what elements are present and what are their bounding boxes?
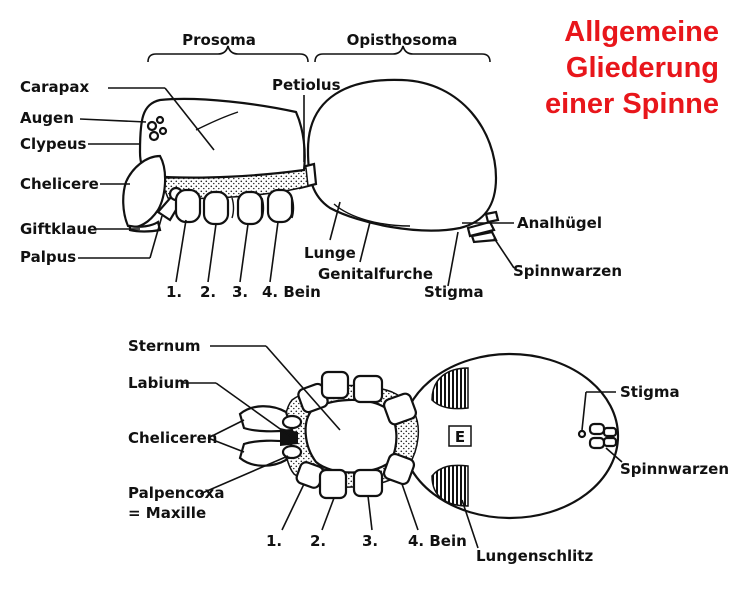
label-side-leg-1: 1. xyxy=(166,283,182,301)
spinneret-v-1 xyxy=(588,422,606,436)
diagram-title: Allgemeine Gliederung einer Spinne xyxy=(545,14,719,122)
label-clypeus: Clypeus xyxy=(20,135,87,153)
prosoma-brace xyxy=(147,45,309,63)
spinneret-v-4 xyxy=(602,436,618,448)
eye-4 xyxy=(158,126,168,136)
leader-leg-3 xyxy=(239,223,249,283)
leader-labium-b xyxy=(215,382,291,437)
label-chelicere: Chelicere xyxy=(20,175,99,193)
label-stigma-ventral: Stigma xyxy=(620,383,680,401)
leg-coxa-4 xyxy=(266,188,294,224)
epigyne-mark: E xyxy=(455,428,465,446)
palpencoxa-lower xyxy=(281,444,303,460)
leader-spinnwarzen-side xyxy=(493,237,515,269)
eye-1 xyxy=(146,120,158,132)
leader-v-leg-2 xyxy=(321,497,335,531)
epigyne xyxy=(448,425,472,447)
book-lung-lower xyxy=(431,464,469,507)
label-palpus: Palpus xyxy=(20,248,76,266)
spinneret-v-2 xyxy=(588,436,606,450)
leader-palpencoxa xyxy=(199,455,289,495)
leader-lungenschlitz xyxy=(461,499,479,549)
leader-stigma-ventral-b xyxy=(581,391,587,431)
leg-coxa-2 xyxy=(202,190,230,226)
side-view: Prosoma Opisthosoma xyxy=(20,31,622,301)
coxa-v-upper-3 xyxy=(352,374,384,404)
palpencoxa-upper xyxy=(281,414,303,430)
leader-cheliceren-a xyxy=(207,419,245,439)
spinnerets-ventral xyxy=(588,422,618,450)
leader-lunge xyxy=(329,201,341,241)
coxa-v-upper-4 xyxy=(382,392,418,426)
abdomen-ventral xyxy=(400,352,620,520)
label-ventral-leg-4: 4. Bein xyxy=(408,532,467,550)
leader-spinnwarzen-ventral xyxy=(605,447,623,463)
leader-v-leg-3 xyxy=(367,495,373,531)
anal-tubercle-side xyxy=(484,210,500,224)
coxa-v-lower-3 xyxy=(352,468,384,498)
sternum-ventral xyxy=(304,398,398,474)
leg-coxa-3 xyxy=(236,190,264,226)
label-maxille: = Maxille xyxy=(128,504,206,522)
label-cheliceren: Cheliceren xyxy=(128,429,217,447)
label-sternum: Sternum xyxy=(128,337,201,355)
label-petiolus: Petiolus xyxy=(272,76,341,94)
label-side-leg-4: 4. Bein xyxy=(262,283,321,301)
title-line-1: Allgemeine xyxy=(564,16,719,48)
label-lungenschlitz: Lungenschlitz xyxy=(476,547,593,565)
label-stigma-side: Stigma xyxy=(424,283,484,301)
opisthosoma-label: Opisthosoma xyxy=(347,31,458,49)
label-giftklaue: Giftklaue xyxy=(20,220,97,238)
leader-leg-1 xyxy=(175,219,187,283)
leg-coxa-1 xyxy=(174,188,202,224)
title-line-2: Gliederung xyxy=(565,52,719,84)
label-labium: Labium xyxy=(128,374,190,392)
label-lunge: Lunge xyxy=(304,244,356,262)
eye-2 xyxy=(155,115,165,125)
book-lung-upper xyxy=(431,367,469,410)
leader-genitalfurche xyxy=(359,221,371,263)
label-ventral-leg-2: 2. xyxy=(310,532,326,550)
label-spinnwarzen-side: Spinnwarzen xyxy=(513,262,622,280)
coxa-v-lower-2 xyxy=(318,468,348,500)
leg-seg-2 xyxy=(231,197,235,219)
leader-sternum-b xyxy=(265,345,341,431)
fovea-line xyxy=(195,111,239,131)
leader-carapax-b xyxy=(164,87,215,151)
opisthosoma-brace xyxy=(314,45,491,63)
leader-palpus-b xyxy=(149,215,163,259)
prosoma-label: Prosoma xyxy=(182,31,256,49)
leader-leg-4 xyxy=(269,221,279,283)
eye-3 xyxy=(148,130,160,142)
leader-v-leg-1 xyxy=(281,483,305,531)
label-analhuegel: Analhügel xyxy=(517,214,602,232)
label-ventral-leg-1: 1. xyxy=(266,532,282,550)
label-genitalfurche: Genitalfurche xyxy=(318,265,433,283)
label-augen: Augen xyxy=(20,109,74,127)
label-spinnwarzen-ventral: Spinnwarzen xyxy=(620,460,729,478)
label-ventral-leg-3: 3. xyxy=(362,532,378,550)
leader-v-leg-4 xyxy=(401,483,419,531)
label-carapax: Carapax xyxy=(20,78,90,96)
ventral-legs xyxy=(295,370,418,500)
label-side-leg-3: 3. xyxy=(232,283,248,301)
stigma-ventral xyxy=(577,429,587,439)
leader-cheliceren-b xyxy=(207,437,245,453)
abdomen-side xyxy=(306,78,498,232)
spinneret-v-3 xyxy=(602,426,618,438)
coxa-v-lower-4 xyxy=(382,452,416,486)
leader-stigma-side xyxy=(447,231,459,287)
leg-seg-4 xyxy=(291,197,295,219)
leg-seg-3 xyxy=(261,197,265,219)
chelicera-side xyxy=(122,154,167,229)
spinnerets-side xyxy=(466,220,496,238)
leader-augen xyxy=(79,118,147,123)
title-line-3: einer Spinne xyxy=(544,88,719,120)
label-palpencoxa: Palpencoxa xyxy=(128,484,224,502)
label-side-leg-2: 2. xyxy=(200,283,216,301)
leader-leg-2 xyxy=(207,223,217,283)
ventral-view: E xyxy=(128,337,729,565)
coxa-v-upper-2 xyxy=(320,370,350,400)
